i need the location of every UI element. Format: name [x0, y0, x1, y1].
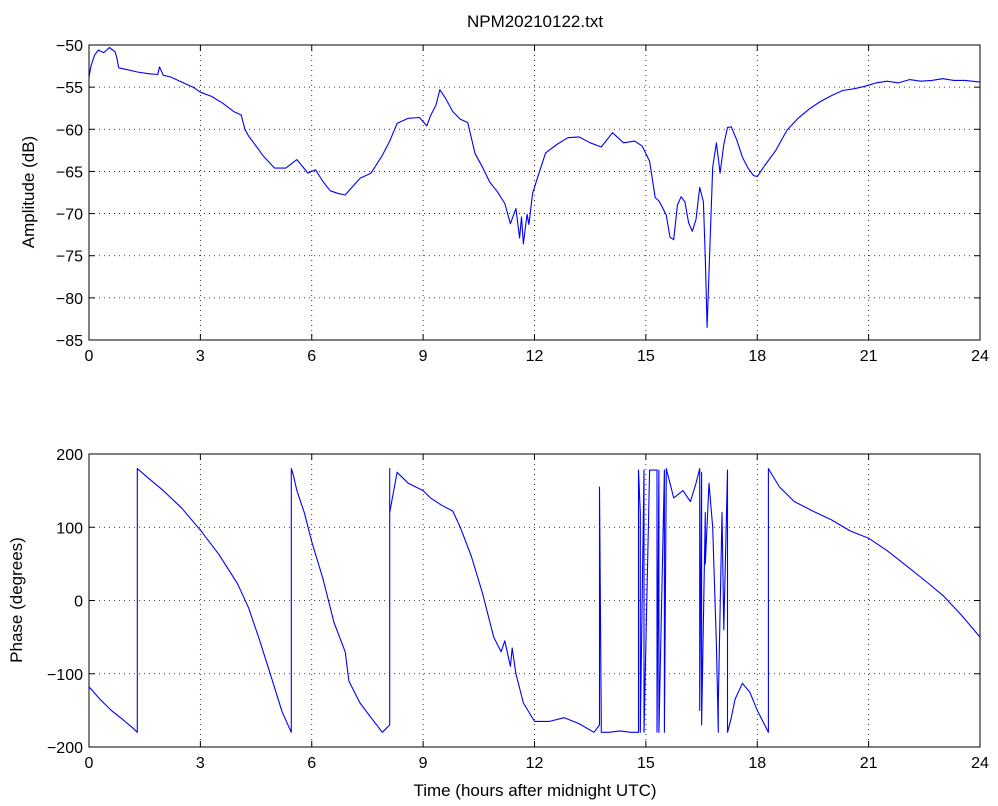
y-tick-label: −60 — [56, 122, 83, 139]
x-tick-label: 0 — [85, 348, 94, 365]
y-tick-label: −80 — [56, 291, 83, 308]
x-tick-label: 3 — [196, 348, 205, 365]
x-tick-label: 15 — [637, 755, 655, 772]
phase-grid — [89, 454, 980, 747]
y-tick-label: −85 — [56, 333, 83, 350]
y-tick-label: −65 — [56, 164, 83, 181]
phase-plot: 0 3 6 9 12 15 18 21 24 200 100 0 −100 −200 Phase (deg… — [7, 447, 989, 800]
x-tick-label: 15 — [637, 348, 655, 365]
x-tick-label: 6 — [307, 755, 316, 772]
x-tick-label: 12 — [526, 755, 544, 772]
x-tick-label: 9 — [419, 348, 428, 365]
x-tick-label: 21 — [860, 348, 878, 365]
amplitude-plot: NPM20210122.txt 0 3 6 9 12 15 18 21 24 −50 −55 −60 −… — [19, 12, 989, 365]
y-tick-label: 0 — [74, 594, 83, 611]
y-tick-label: 200 — [56, 447, 83, 464]
x-tick-label: 18 — [748, 348, 766, 365]
x-tick-label: 12 — [526, 348, 544, 365]
chart-title: NPM20210122.txt — [467, 12, 603, 31]
x-tick-label: 0 — [85, 755, 94, 772]
y-tick-label: −50 — [56, 38, 83, 55]
amplitude-series-line — [88, 46, 981, 328]
amplitude-y-axis-label: Amplitude (dB) — [19, 136, 38, 248]
y-tick-label: −200 — [47, 740, 83, 757]
x-tick-label: 21 — [860, 755, 878, 772]
x-tick-label: 6 — [307, 348, 316, 365]
y-tick-label: 100 — [56, 520, 83, 537]
phase-y-axis-label: Phase (degrees) — [7, 537, 26, 663]
x-tick-label: 18 — [748, 755, 766, 772]
y-tick-label: −70 — [56, 207, 83, 224]
x-tick-label: 24 — [971, 348, 989, 365]
x-axis-label: Time (hours after midnight UTC) — [413, 781, 656, 800]
y-tick-label: −75 — [56, 249, 83, 266]
amplitude-grid — [89, 45, 980, 340]
y-tick-label: −100 — [47, 667, 83, 684]
phase-ticks: 0 3 6 9 12 15 18 21 24 200 100 0 −100 −200 — [47, 447, 989, 772]
amplitude-ticks: 0 3 6 9 12 15 18 21 24 −50 −55 −60 −65 −70 −75 −80 −85 — [56, 38, 989, 365]
x-tick-label: 9 — [419, 755, 428, 772]
phase-series-line — [88, 468, 981, 733]
x-tick-label: 24 — [971, 755, 989, 772]
x-tick-label: 3 — [196, 755, 205, 772]
y-tick-label: −55 — [56, 80, 83, 97]
